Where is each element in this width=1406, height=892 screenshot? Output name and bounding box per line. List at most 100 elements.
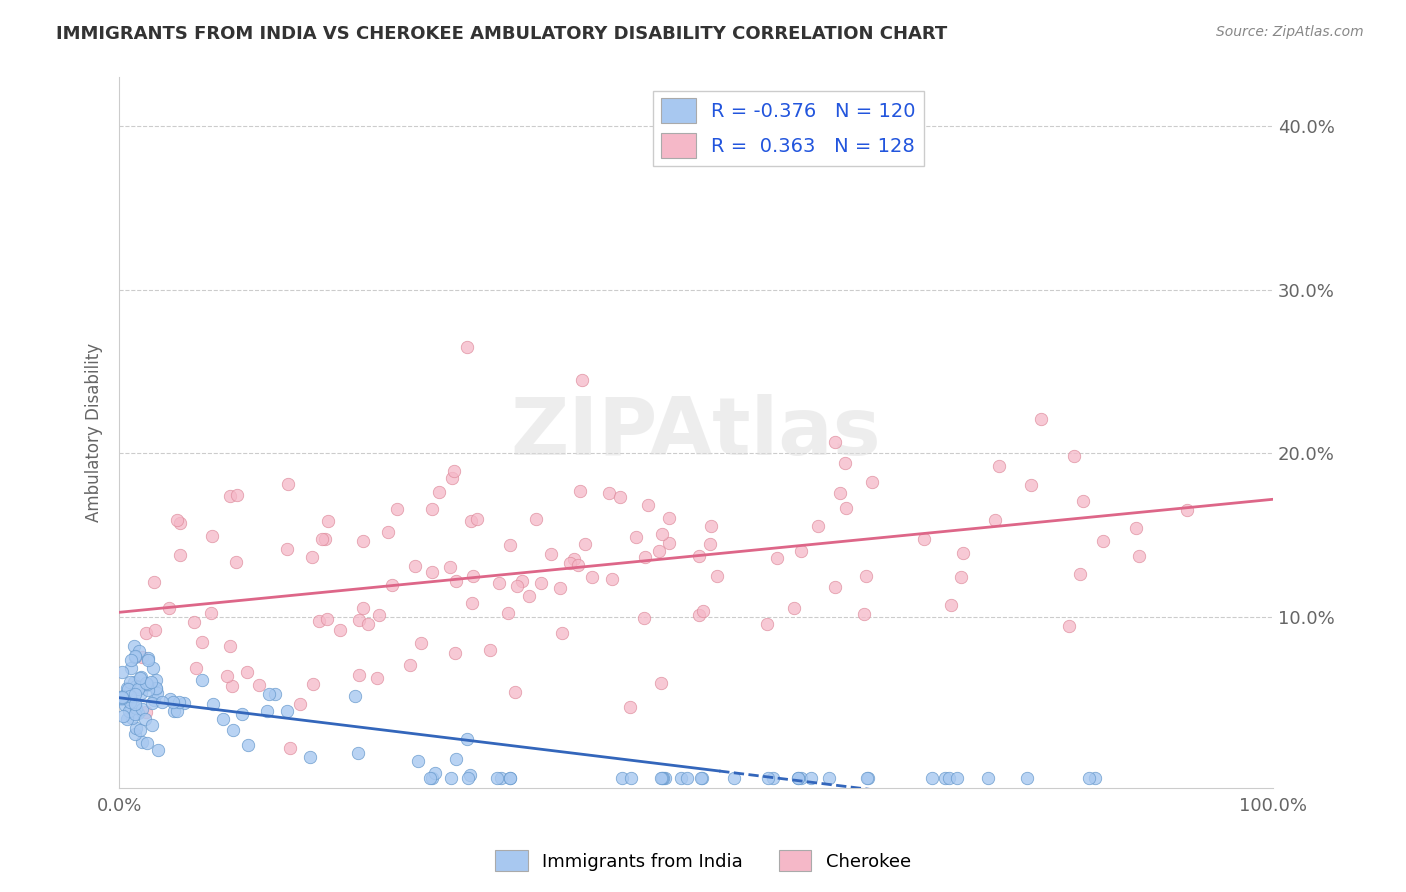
Point: [111, 690, 134, 704]
Point: [122, 639, 145, 653]
Point: [135, 678, 157, 692]
Point: [1084, 772, 1107, 786]
Point: [688, 608, 710, 623]
Point: [142, 661, 165, 675]
Point: [406, 755, 429, 769]
Point: [1077, 772, 1099, 786]
Point: [824, 434, 846, 449]
Point: [860, 475, 883, 489]
Point: [377, 524, 399, 539]
Point: [600, 572, 623, 586]
Point: [488, 575, 510, 590]
Point: [1069, 567, 1091, 582]
Point: [399, 658, 422, 673]
Point: [1125, 521, 1147, 535]
Point: [756, 772, 779, 786]
Point: [131, 735, 153, 749]
Point: [221, 679, 243, 693]
Point: [688, 549, 710, 563]
Point: [824, 580, 846, 594]
Point: [357, 616, 380, 631]
Text: Source: ZipAtlas.com: Source: ZipAtlas.com: [1216, 25, 1364, 39]
Point: [756, 616, 779, 631]
Point: [427, 485, 450, 500]
Point: [422, 566, 444, 580]
Point: [834, 456, 856, 470]
Point: [988, 458, 1011, 473]
Point: [136, 682, 159, 697]
Point: [790, 544, 813, 558]
Point: [145, 673, 167, 687]
Point: [669, 772, 692, 786]
Point: [444, 752, 467, 766]
Point: [120, 652, 142, 666]
Point: [127, 706, 149, 720]
Point: [420, 772, 443, 786]
Point: [352, 600, 374, 615]
Point: [912, 533, 935, 547]
Point: [650, 675, 672, 690]
Point: [723, 772, 745, 786]
Point: [952, 546, 974, 560]
Point: [118, 685, 141, 699]
Point: [226, 488, 249, 502]
Point: [236, 739, 259, 753]
Point: [700, 519, 723, 533]
Point: [134, 712, 156, 726]
Point: [212, 712, 235, 726]
Point: [169, 516, 191, 530]
Text: ZIPAtlas: ZIPAtlas: [510, 394, 882, 472]
Point: [129, 686, 152, 700]
Point: [1175, 503, 1198, 517]
Point: [440, 772, 463, 786]
Point: [624, 530, 647, 544]
Point: [856, 772, 879, 786]
Point: [145, 682, 167, 697]
Point: [219, 489, 242, 503]
Point: [259, 687, 281, 701]
Point: [807, 519, 830, 533]
Point: [366, 672, 388, 686]
Point: [125, 721, 148, 735]
Point: [941, 598, 963, 612]
Point: [650, 772, 672, 786]
Point: [505, 579, 527, 593]
Point: [129, 670, 152, 684]
Point: [157, 601, 180, 615]
Point: [423, 766, 446, 780]
Point: [215, 669, 238, 683]
Point: [651, 526, 673, 541]
Point: [762, 772, 785, 786]
Point: [114, 698, 136, 713]
Point: [984, 513, 1007, 527]
Point: [817, 772, 839, 786]
Point: [114, 691, 136, 706]
Point: [141, 718, 163, 732]
Point: [800, 772, 823, 786]
Point: [347, 614, 370, 628]
Point: [111, 690, 134, 704]
Point: [202, 698, 225, 712]
Point: [1071, 494, 1094, 508]
Point: [560, 556, 582, 570]
Point: [128, 671, 150, 685]
Point: [142, 692, 165, 706]
Point: [120, 699, 142, 714]
Point: [569, 484, 592, 499]
Point: [278, 741, 301, 756]
Point: [124, 680, 146, 694]
Point: [1063, 449, 1085, 463]
Point: [540, 547, 562, 561]
Point: [249, 678, 271, 692]
Point: [934, 772, 956, 786]
Point: [443, 646, 465, 660]
Point: [231, 707, 253, 722]
Point: [855, 569, 877, 583]
Point: [146, 742, 169, 756]
Point: [222, 723, 245, 737]
Point: [658, 536, 681, 550]
Point: [419, 772, 441, 786]
Point: [124, 697, 146, 711]
Point: [135, 626, 157, 640]
Point: [571, 373, 593, 387]
